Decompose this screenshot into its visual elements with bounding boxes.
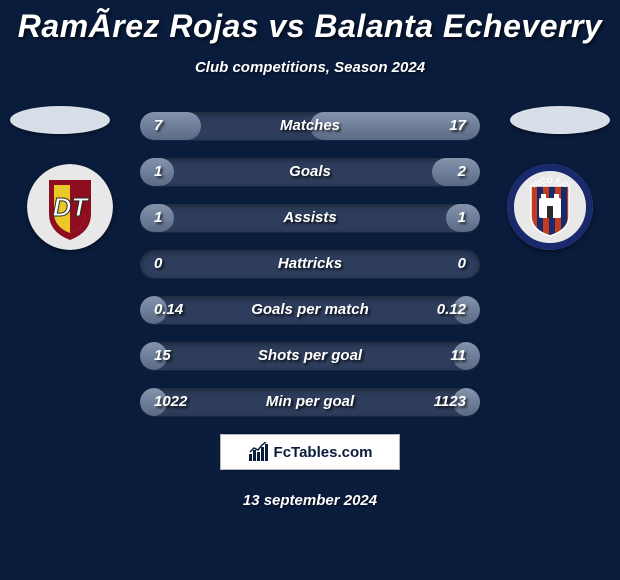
stat-value-right: 17 xyxy=(449,112,466,140)
stat-bars: 7Matches171Goals21Assists10Hattricks00.1… xyxy=(140,108,480,416)
stat-row: 1022Min per goal1123 xyxy=(140,388,480,416)
footer-brand-box[interactable]: FcTables.com xyxy=(220,434,400,470)
svg-text:DT: DT xyxy=(53,192,90,222)
stat-label: Goals xyxy=(140,158,480,186)
date-line: 13 september 2024 xyxy=(0,492,620,509)
stat-row: 7Matches17 xyxy=(140,112,480,140)
footer-brand-text: FcTables.com xyxy=(274,444,373,461)
player-halo-left xyxy=(10,106,110,134)
stat-row: 1Goals2 xyxy=(140,158,480,186)
stat-row: 0Hattricks0 xyxy=(140,250,480,278)
stat-value-right: 1123 xyxy=(434,388,466,416)
stat-label: Assists xyxy=(140,204,480,232)
team-crest-right: HICO F.C xyxy=(507,164,593,250)
stat-label: Min per goal xyxy=(140,388,480,416)
stat-value-right: 11 xyxy=(450,342,466,370)
stat-row: 0.14Goals per match0.12 xyxy=(140,296,480,324)
fctables-logo-icon xyxy=(248,442,270,462)
stat-value-right: 0.12 xyxy=(437,296,466,324)
stat-label: Matches xyxy=(140,112,480,140)
stat-row: 15Shots per goal11 xyxy=(140,342,480,370)
comparison-stage: DT HICO F.C 7Matches171Goals21Assists10H… xyxy=(0,108,620,416)
stat-label: Shots per goal xyxy=(140,342,480,370)
stat-row: 1Assists1 xyxy=(140,204,480,232)
subtitle: Club competitions, Season 2024 xyxy=(0,59,620,76)
player-halo-right xyxy=(510,106,610,134)
stat-label: Goals per match xyxy=(140,296,480,324)
stat-value-right: 0 xyxy=(458,250,466,278)
stat-value-right: 2 xyxy=(458,158,466,186)
team-crest-left: DT xyxy=(27,164,113,250)
stat-value-right: 1 xyxy=(458,204,466,232)
stat-label: Hattricks xyxy=(140,250,480,278)
page-title: RamÃ­rez Rojas vs Balanta Echeverry xyxy=(0,0,620,45)
